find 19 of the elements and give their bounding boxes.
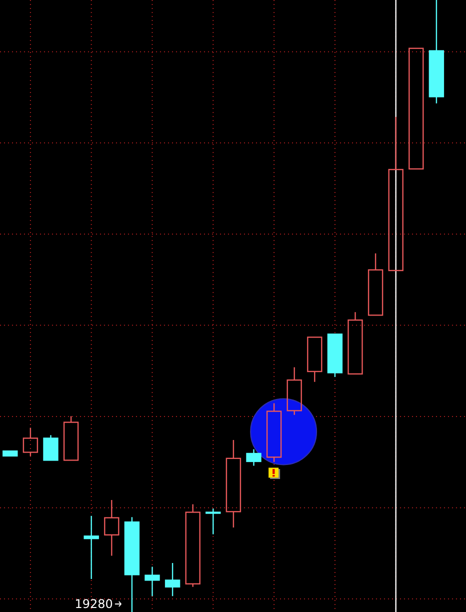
candlestick	[144, 566, 160, 597]
candlestick	[84, 515, 99, 580]
candlestick	[246, 448, 262, 466]
candlestick	[104, 499, 120, 556]
candlestick	[43, 434, 58, 461]
candlestick	[348, 312, 363, 375]
candlestick	[226, 439, 242, 528]
annotation: 19280	[74, 597, 113, 611]
candlestick	[428, 0, 444, 104]
candlestick	[22, 427, 38, 457]
candlestick	[286, 366, 302, 416]
candlestick	[206, 508, 221, 535]
candlestick	[124, 516, 140, 612]
candlestick	[185, 504, 200, 588]
candlestick	[266, 402, 282, 463]
candlestick	[388, 116, 404, 272]
candlestick	[368, 252, 384, 316]
candlestick	[164, 562, 180, 597]
candlestick	[307, 336, 322, 382]
